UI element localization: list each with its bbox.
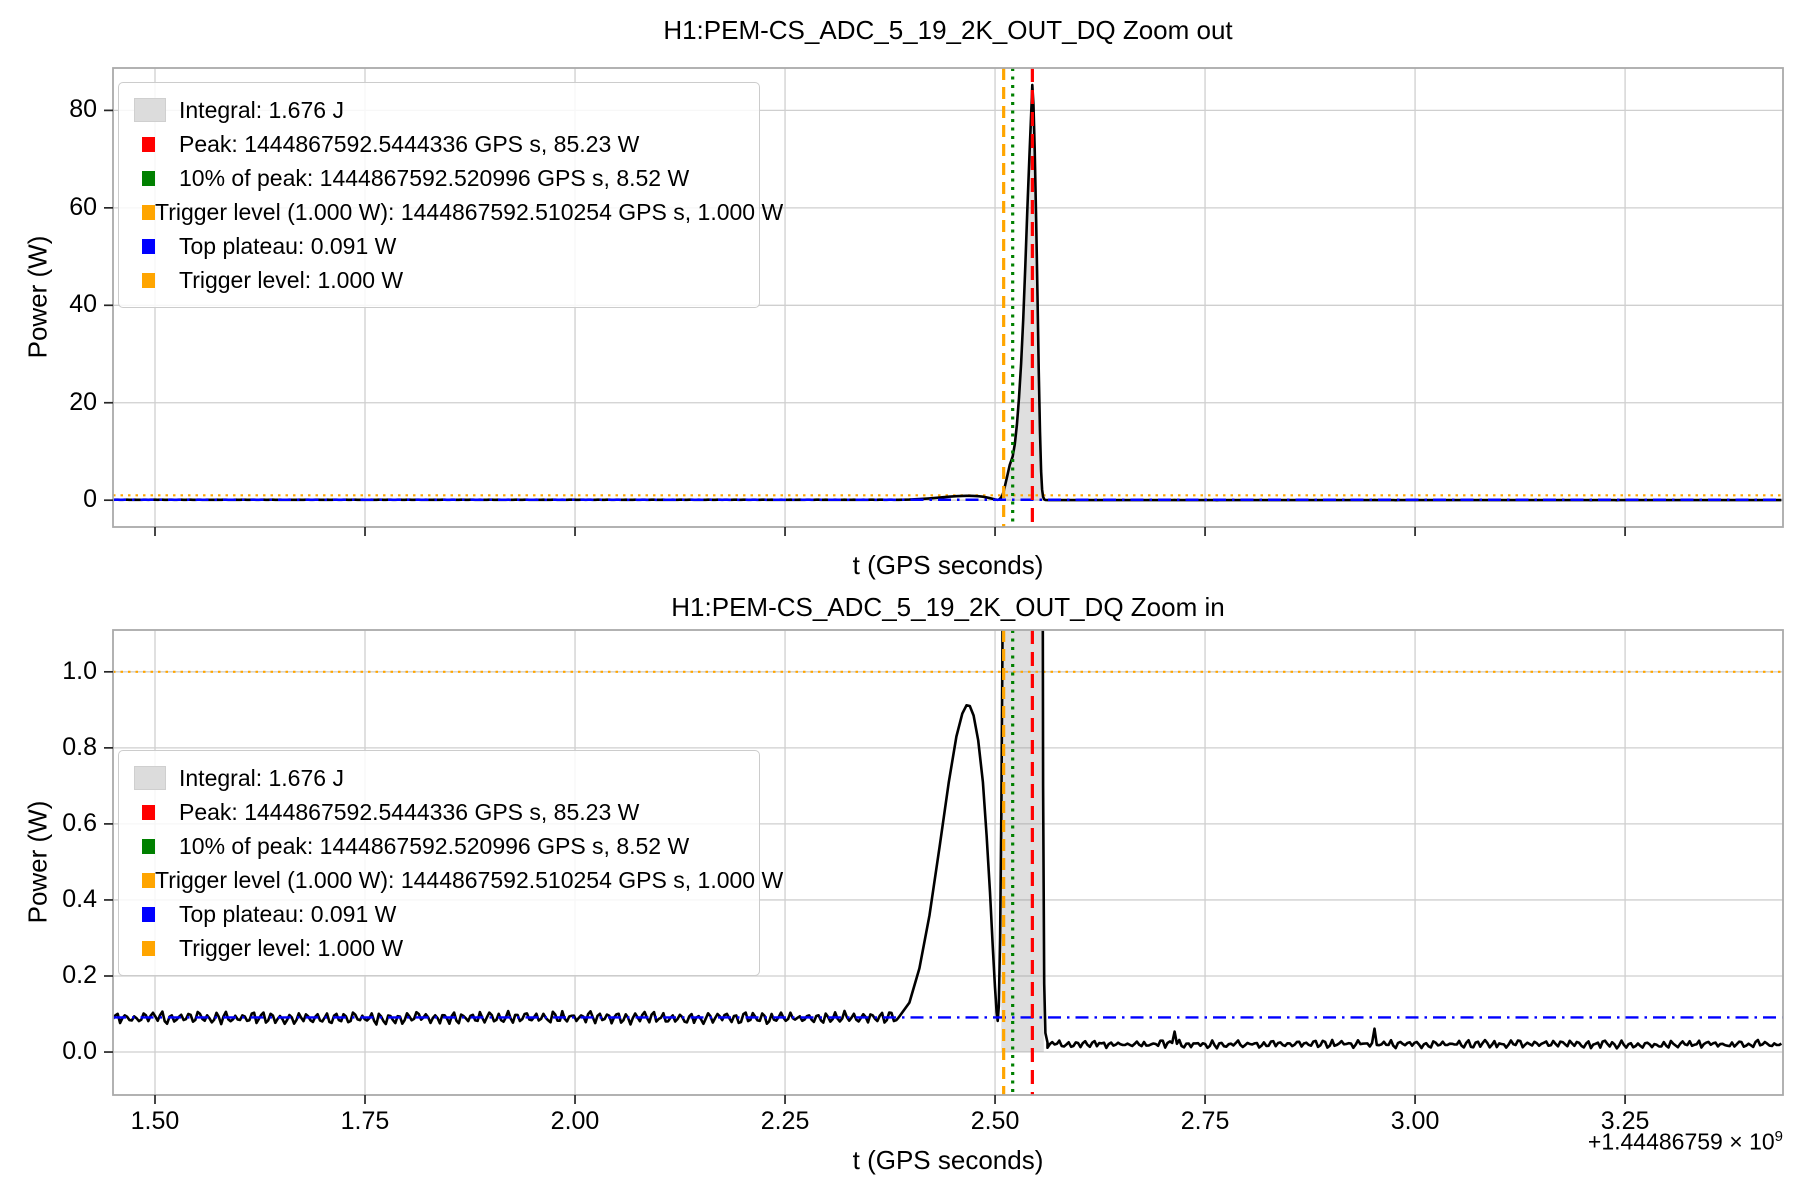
top-plot-title: H1:PEM-CS_ADC_5_19_2K_OUT_DQ Zoom out (663, 15, 1233, 45)
x-tick-label: 1.50 (130, 1107, 180, 1135)
bottom-plot-xlabel: t (GPS seconds) (852, 1145, 1044, 1175)
legend-label: Peak: 1444867592.5444336 GPS s, 85.23 W (179, 130, 640, 157)
legend-entry: Top plateau: 0.091 W (133, 229, 745, 263)
legend-entry: Peak: 1444867592.5444336 GPS s, 85.23 W (133, 127, 745, 161)
legend-entry: 10% of peak: 1444867592.520996 GPS s, 8.… (133, 161, 745, 195)
y-tick-label: 0.0 (62, 1037, 97, 1066)
top-plot-xlabel: t (GPS seconds) (852, 550, 1044, 580)
x-tick-label: 2.00 (550, 1107, 600, 1135)
y-tick-label: 20 (69, 387, 97, 416)
integral-region (1001, 630, 1044, 1052)
legend-marker-icon (142, 238, 155, 254)
x-tick-label: 3.00 (1390, 1107, 1440, 1135)
legend-label: Trigger level: 1.000 W (179, 266, 404, 293)
legend-entry: Trigger level: 1.000 W (133, 263, 745, 297)
y-tick-label: 80 (69, 95, 97, 124)
legend-label: Trigger level: 1.000 W (179, 934, 404, 961)
axes-spines (112, 67, 1784, 528)
legend-bottom: Integral: 1.676 J Peak: 1444867592.544433… (118, 750, 783, 976)
bottom-plot-title: H1:PEM-CS_ADC_5_19_2K_OUT_DQ Zoom in (671, 592, 1225, 622)
legend-marker-icon (142, 940, 155, 956)
legend-entry: Integral: 1.676 J (133, 93, 745, 127)
legend-marker-icon (142, 872, 155, 888)
legend-entry: Trigger level (1.000 W): 1444867592.5102… (133, 863, 783, 897)
legend-label: 10% of peak: 1444867592.520996 GPS s, 8.… (179, 164, 690, 191)
legend-entry: Peak: 1444867592.5444336 GPS s, 85.23 W (133, 795, 745, 829)
legend-entry: Top plateau: 0.091 W (133, 897, 745, 931)
y-tick-label: 40 (69, 290, 97, 319)
legend-entry: Trigger level: 1.000 W (133, 931, 745, 965)
y-tick-label: 0.2 (62, 960, 97, 989)
legend-label: Integral: 1.676 J (179, 96, 344, 123)
subplot-1 (104, 629, 1784, 1104)
y-tick-label: 0.4 (62, 884, 97, 913)
y-tick-label: 0.8 (62, 732, 97, 761)
legend-marker-icon (142, 136, 155, 152)
x-axis-offset-label: +1.44486759 × 109 (1587, 1128, 1783, 1155)
legend-label: Trigger level (1.000 W): 1444867592.5102… (155, 198, 784, 225)
legend-label: Trigger level (1.000 W): 1444867592.5102… (155, 866, 784, 893)
x-tick-label: 3.25 (1600, 1107, 1650, 1135)
legend-label: Integral: 1.676 J (179, 764, 344, 791)
y-tick-label: 60 (69, 192, 97, 221)
legend-label: Peak: 1444867592.5444336 GPS s, 85.23 W (179, 798, 640, 825)
legend-entry: Trigger level (1.000 W): 1444867592.5102… (133, 195, 783, 229)
legend-marker-icon (142, 804, 155, 820)
legend-entry: Integral: 1.676 J (133, 761, 745, 795)
legend-marker-icon (134, 98, 166, 122)
legend-marker-icon (142, 272, 155, 288)
legend-marker-icon (142, 170, 155, 186)
legend-label: Top plateau: 0.091 W (179, 232, 397, 259)
x-tick-label: 2.50 (970, 1107, 1020, 1135)
y-tick-label: 0 (83, 485, 97, 514)
legend-marker-icon (142, 838, 155, 854)
x-tick-label: 2.25 (760, 1107, 810, 1135)
legend-label: 10% of peak: 1444867592.520996 GPS s, 8.… (179, 832, 690, 859)
power-trace (113, 630, 1783, 1050)
x-tick-label: 2.75 (1180, 1107, 1230, 1135)
legend-marker-icon (142, 204, 155, 220)
legend-marker-icon (134, 766, 166, 790)
legend-top: Integral: 1.676 J Peak: 1444867592.544433… (118, 82, 783, 308)
legend-marker-icon (142, 906, 155, 922)
legend-entry: 10% of peak: 1444867592.520996 GPS s, 8.… (133, 829, 745, 863)
y-tick-label: 1.0 (62, 656, 97, 685)
axes-spines (112, 629, 1784, 1096)
x-tick-label: 1.75 (340, 1107, 390, 1135)
y-tick-label: 0.6 (62, 808, 97, 837)
legend-label: Top plateau: 0.091 W (179, 900, 397, 927)
